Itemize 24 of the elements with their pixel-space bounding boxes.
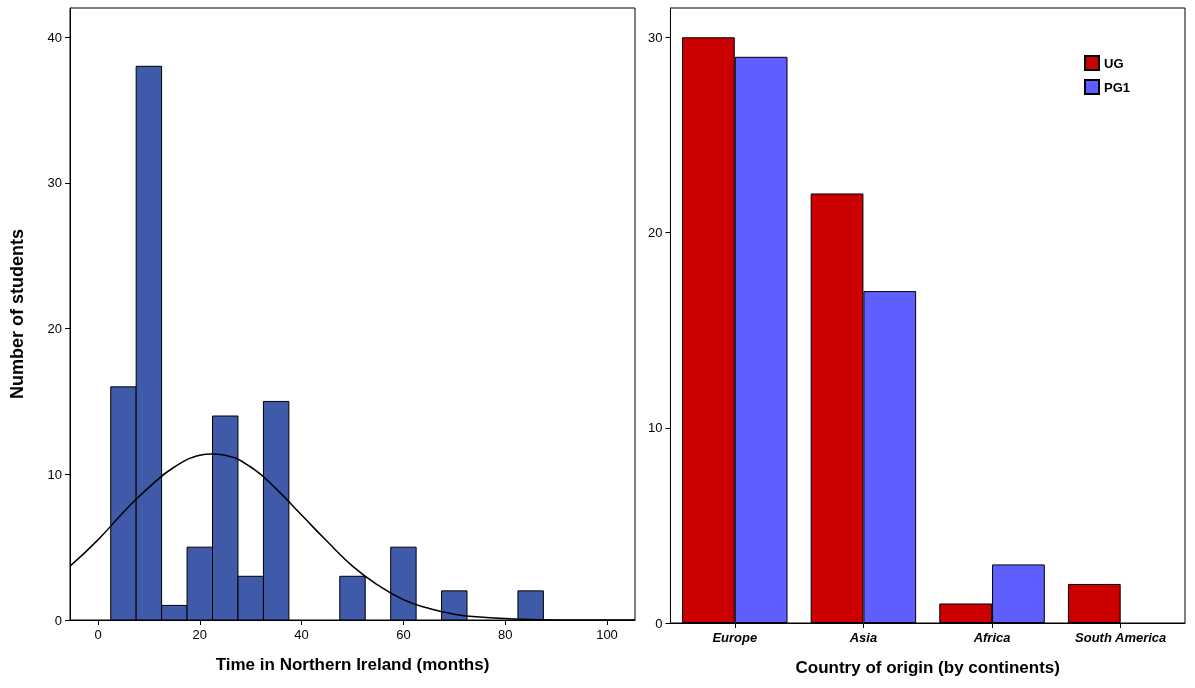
y-tick-label: 40 xyxy=(47,29,62,45)
y-tick-label: 0 xyxy=(655,615,663,631)
x-tick-label: South America xyxy=(1075,630,1167,645)
x-axis-title: Country of origin (by continents) xyxy=(795,658,1060,677)
y-tick-label: 30 xyxy=(647,29,663,45)
legend-label: UG xyxy=(1103,55,1124,71)
x-tick-label: 20 xyxy=(192,627,208,642)
x-axis-title: Time in Northern Ireland (months) xyxy=(215,655,490,674)
x-tick-label: 0 xyxy=(94,627,102,642)
y-axis-title: Number of students xyxy=(7,228,27,400)
y-tick-label: 10 xyxy=(47,466,62,482)
y-tick-label: 20 xyxy=(647,225,663,241)
y-tick-label: 0 xyxy=(54,612,62,628)
y-tick-label: 30 xyxy=(47,175,62,191)
x-tick-label: 40 xyxy=(294,627,309,642)
x-tick-label: Africa xyxy=(972,630,1011,645)
legend-label: PG1 xyxy=(1103,79,1130,95)
x-tick-label: Asia xyxy=(848,630,878,645)
x-tick-label: 100 xyxy=(596,627,618,642)
y-tick-label: 20 xyxy=(47,321,62,337)
x-tick-label: 80 xyxy=(497,627,513,642)
x-tick-label: 60 xyxy=(396,627,411,642)
y-tick-label: 10 xyxy=(647,420,663,436)
x-tick-label: Europe xyxy=(712,630,758,645)
